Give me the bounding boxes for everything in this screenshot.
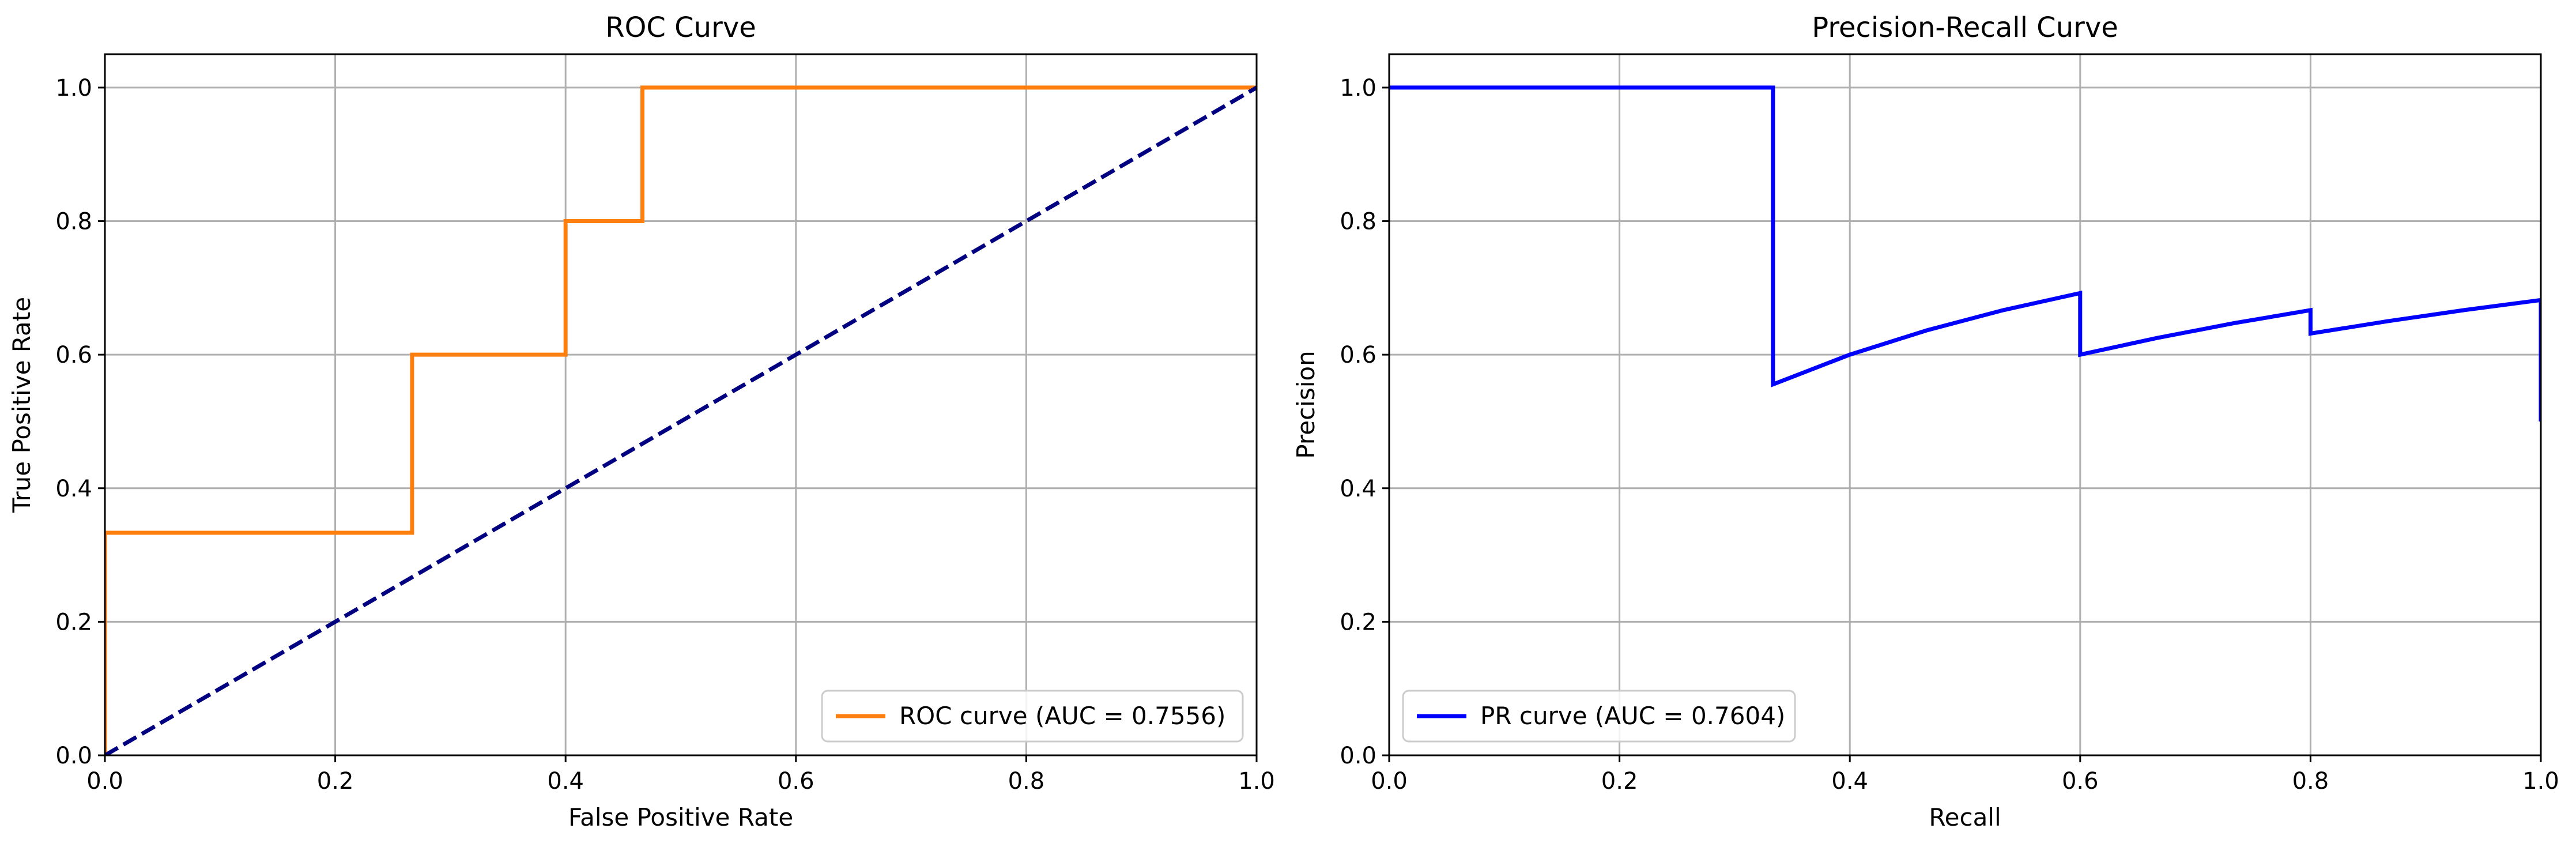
legend-label: PR curve (AUC = 0.7604) (1480, 702, 1785, 730)
y-tick-label: 0.2 (1340, 609, 1376, 635)
grid (1388, 54, 2542, 756)
y-tick-label: 0.8 (1340, 209, 1376, 235)
x-tick-label: 0.8 (2292, 768, 2329, 795)
axes-frame (104, 53, 1258, 756)
y-tick-label: 0.0 (1340, 743, 1376, 769)
chart-title: ROC Curve (605, 12, 756, 44)
series-line (1389, 85, 2541, 421)
y-tick-label: 0.6 (1340, 342, 1376, 368)
chart-title: Precision-Recall Curve (1812, 12, 2118, 44)
y-tick-label: 0.4 (1340, 476, 1376, 502)
y-tick-label: 0.0 (55, 743, 92, 769)
y-tick-label: 0.8 (55, 209, 92, 235)
x-tick-label: 0.2 (1601, 768, 1638, 795)
x-tick-label: 1.0 (2522, 768, 2559, 795)
x-tick-label: 1.0 (1238, 768, 1275, 795)
legend: PR curve (AUC = 0.7604) (1402, 690, 1796, 743)
x-tick-label: 0.6 (2062, 768, 2099, 795)
x-tick-label: 0.4 (547, 768, 584, 795)
y-tick-label: 0.2 (55, 609, 92, 635)
x-tick-label: 0.6 (778, 768, 814, 795)
y-tick-label: 1.0 (1340, 75, 1376, 101)
legend-box (1402, 690, 1796, 743)
y-axis-label: Precision (1292, 351, 1320, 458)
pr-chart: 0.0 0.2 0.4 0.6 0.8 1.0 0.0 0.2 0.4 0.6 0.8 1.0 Prec… (1292, 12, 2559, 831)
y-tick-label: 0.4 (55, 476, 92, 502)
x-tick-label: 0.0 (86, 768, 123, 795)
x-axis-label: Recall (1929, 803, 2001, 831)
grid (104, 54, 1258, 756)
legend: ROC curve (AUC = 0.7556) (821, 690, 1244, 743)
diagonal-reference-line (105, 85, 1257, 755)
x-axis-label: False Positive Rate (568, 803, 793, 831)
x-tick-label: 0.8 (1008, 768, 1045, 795)
y-tick-label: 0.6 (55, 342, 92, 368)
x-tick-label: 0.4 (1831, 768, 1868, 795)
axes-frame (1388, 53, 2542, 756)
x-tick-label: 0.2 (317, 768, 354, 795)
y-tick-label: 1.0 (55, 75, 92, 101)
x-tick-label: 0.0 (1371, 768, 1408, 795)
series-line (105, 85, 1257, 755)
roc-chart: 0.0 0.2 0.4 0.6 0.8 1.0 0.0 0.2 0.4 0.6 0.8 1.0 ROC … (7, 12, 1275, 831)
legend-box (821, 690, 1244, 743)
y-axis-label: True Positive Rate (7, 297, 36, 513)
legend-label: ROC curve (AUC = 0.7556) (899, 702, 1225, 730)
